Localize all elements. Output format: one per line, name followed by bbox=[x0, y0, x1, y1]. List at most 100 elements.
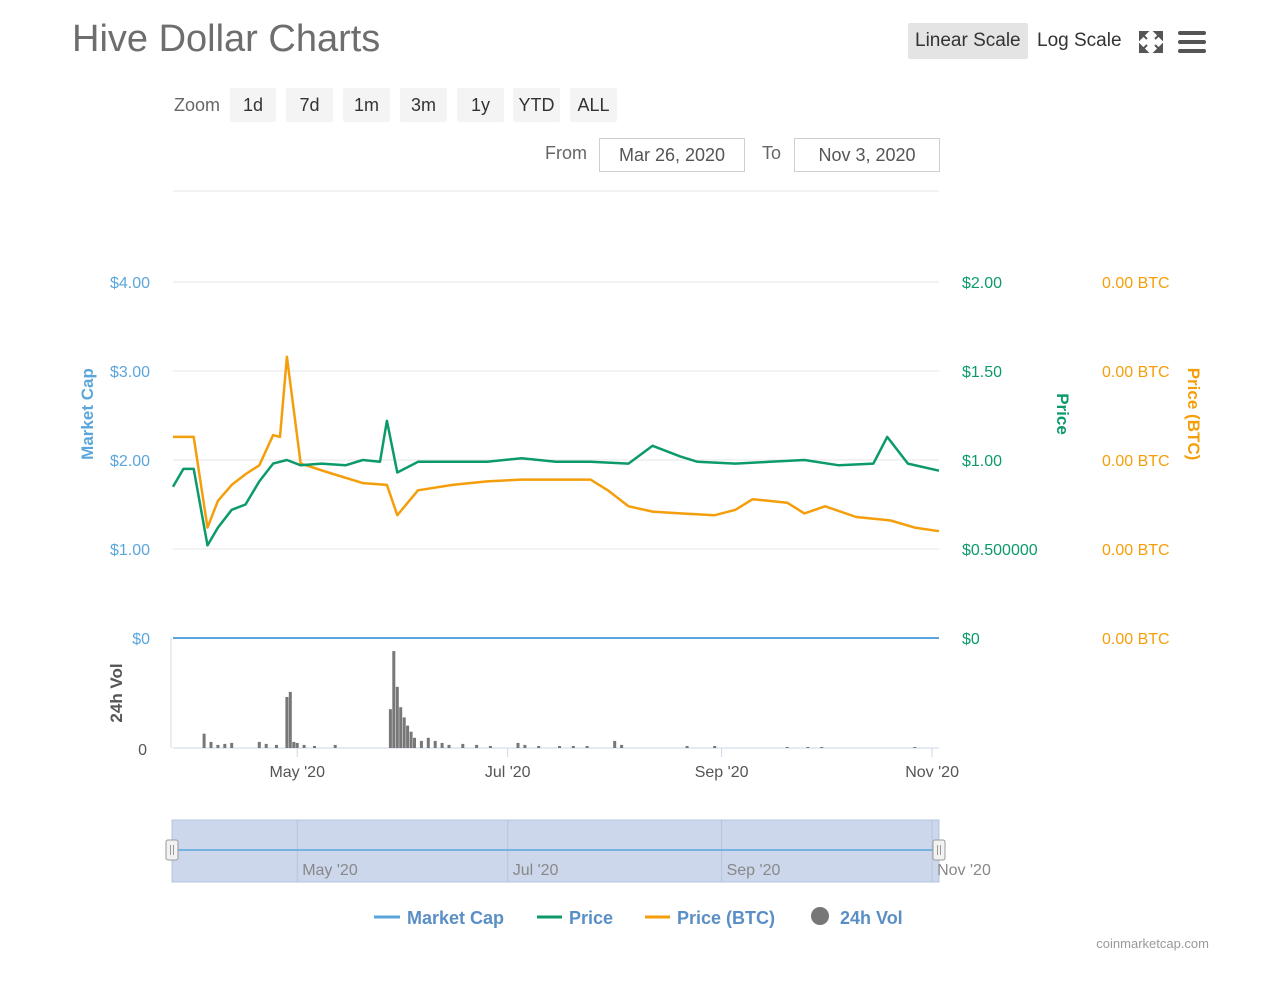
volume-bar bbox=[571, 746, 575, 748]
volume-bar bbox=[516, 742, 520, 748]
legend: Market Cap Price Price (BTC) 24h Vol bbox=[374, 907, 903, 928]
price-btc-tick: 0.00 BTC bbox=[1102, 275, 1170, 292]
navigator-tick-label: Jul '20 bbox=[513, 862, 559, 879]
legend-label: 24h Vol bbox=[840, 908, 903, 928]
credit-link[interactable]: coinmarketcap.com bbox=[1096, 936, 1209, 951]
volume-bar bbox=[264, 743, 268, 748]
zoom-ytd-button[interactable]: YTD bbox=[513, 88, 560, 122]
legend-label: Market Cap bbox=[407, 908, 504, 928]
legend-label: Price bbox=[569, 908, 613, 928]
volume-bar bbox=[292, 741, 296, 748]
volume-bar bbox=[620, 744, 624, 748]
series-line-price bbox=[171, 419, 940, 547]
volume-bar bbox=[488, 746, 492, 748]
linear-scale-button[interactable]: Linear Scale bbox=[908, 23, 1028, 59]
volume-bar bbox=[409, 731, 413, 748]
volume-bar bbox=[388, 709, 392, 748]
volume-bar bbox=[440, 742, 444, 748]
navigator-tick-label: Sep '20 bbox=[727, 862, 781, 879]
volume-bar bbox=[419, 740, 423, 748]
navigator-left-handle[interactable] bbox=[165, 839, 179, 861]
volume-bar bbox=[406, 725, 410, 748]
volume-bar bbox=[399, 707, 403, 748]
price-btc-tick: 0.00 BTC bbox=[1102, 542, 1170, 559]
legend-item-price-btc[interactable]: Price (BTC) bbox=[645, 908, 775, 928]
volume-bar bbox=[202, 733, 206, 748]
volume-bar bbox=[302, 744, 306, 748]
volume-bar bbox=[806, 747, 810, 748]
volume-bar bbox=[585, 746, 589, 748]
volume-bar bbox=[395, 686, 399, 748]
legend-label: Price (BTC) bbox=[677, 908, 775, 928]
x-tick-label: Nov '20 bbox=[905, 764, 959, 781]
series-line-price-btc bbox=[173, 355, 940, 533]
price-btc-tick: 0.00 BTC bbox=[1102, 631, 1170, 648]
price-tick: $1.50 bbox=[962, 364, 1002, 381]
volume-bar bbox=[392, 651, 396, 748]
volume-bar bbox=[402, 717, 406, 748]
price-btc-tick: 0.00 BTC bbox=[1102, 453, 1170, 470]
hamburger-menu-icon[interactable] bbox=[1177, 29, 1207, 55]
market-cap-tick: $2.00 bbox=[110, 453, 150, 470]
volume-bar bbox=[685, 746, 689, 748]
market-cap-tick: $0 bbox=[132, 631, 150, 648]
navigator-tick-label: Nov '20 bbox=[937, 862, 991, 879]
price-axis-label: Price bbox=[1053, 393, 1072, 435]
zoom-label: Zoom bbox=[174, 95, 221, 115]
volume-bar bbox=[313, 746, 316, 748]
navigator-window[interactable] bbox=[171, 819, 940, 883]
fullscreen-icon[interactable] bbox=[1138, 30, 1164, 54]
volume-bar bbox=[285, 697, 289, 748]
volume-axis-label: 24h Vol bbox=[107, 663, 126, 722]
from-date-input[interactable]: Mar 26, 2020 bbox=[599, 138, 745, 172]
volume-bar bbox=[537, 746, 541, 748]
volume-bar bbox=[523, 744, 527, 748]
volume-bar bbox=[295, 742, 299, 748]
legend-item-price[interactable]: Price bbox=[537, 908, 613, 928]
legend-item-market-cap[interactable]: Market Cap bbox=[374, 908, 504, 928]
price-tick: $2.00 bbox=[962, 275, 1002, 292]
volume-bar bbox=[209, 741, 213, 748]
volume-bar bbox=[785, 747, 789, 748]
log-scale-button[interactable]: Log Scale bbox=[1037, 30, 1122, 51]
price-btc-axis-label: Price (BTC) bbox=[1184, 368, 1203, 461]
zoom-1y-button[interactable]: 1y bbox=[457, 88, 504, 122]
x-tick-label: Sep '20 bbox=[695, 764, 749, 781]
chart-title: Hive Dollar Charts bbox=[72, 18, 381, 60]
volume-bar bbox=[216, 744, 220, 748]
volume-bar bbox=[433, 740, 437, 748]
zoom-all-button[interactable]: ALL bbox=[570, 88, 617, 122]
volume-bar bbox=[820, 747, 824, 748]
zoom-1m-button[interactable]: 1m bbox=[343, 88, 390, 122]
price-tick: $1.00 bbox=[962, 453, 1002, 470]
zoom-7d-button[interactable]: 7d bbox=[286, 88, 333, 122]
zoom-3m-button[interactable]: 3m bbox=[400, 88, 447, 122]
market-cap-tick: $4.00 bbox=[110, 275, 150, 292]
volume-bar bbox=[426, 737, 430, 748]
volume-bar bbox=[413, 737, 416, 748]
volume-bar bbox=[461, 743, 465, 748]
price-tick: $0 bbox=[962, 631, 980, 648]
zoom-1d-button[interactable]: 1d bbox=[230, 88, 276, 122]
navigator-right-handle[interactable] bbox=[932, 839, 946, 861]
volume-tick: 0 bbox=[138, 742, 147, 759]
volume-bar bbox=[713, 746, 717, 748]
market-cap-tick: $1.00 bbox=[110, 542, 150, 559]
market-cap-axis-label: Market Cap bbox=[78, 368, 97, 460]
market-cap-tick: $3.00 bbox=[110, 364, 150, 381]
price-tick: $0.500000 bbox=[962, 542, 1038, 559]
volume-bar bbox=[275, 744, 278, 748]
x-tick-label: Jul '20 bbox=[485, 764, 531, 781]
volume-bar bbox=[913, 747, 917, 748]
volume-bar bbox=[333, 744, 337, 748]
legend-symbol bbox=[811, 907, 829, 925]
volume-bar bbox=[447, 744, 451, 748]
volume-bar bbox=[223, 743, 227, 748]
price-btc-tick: 0.00 BTC bbox=[1102, 364, 1170, 381]
navigator-tick-label: May '20 bbox=[302, 862, 358, 879]
to-date-input[interactable]: Nov 3, 2020 bbox=[794, 138, 940, 172]
legend-item-24h-vol[interactable]: 24h Vol bbox=[811, 907, 903, 928]
to-label: To bbox=[762, 143, 782, 163]
from-label: From bbox=[545, 143, 587, 163]
